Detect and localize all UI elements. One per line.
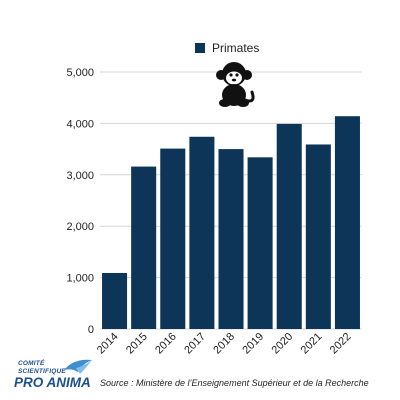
bar-2021	[305, 144, 331, 329]
x-tick-label: 2022	[328, 331, 354, 357]
x-axis-ticks: 2014 2015 2016 2017 2018 2019 2020 2021 2022	[95, 331, 354, 357]
legend-swatch	[195, 43, 205, 53]
x-tick-label: 2018	[211, 331, 237, 357]
x-tick-label: 2020	[270, 331, 296, 357]
x-tick-label: 2016	[153, 331, 179, 357]
y-axis-ticks: 0 1,000 2,000 3,000 4,000 5,000	[66, 67, 94, 336]
x-tick-label: 2015	[124, 331, 150, 357]
pro-anima-logo: COMITÉ SCIENTIFIQUE PRO ANIMA	[14, 356, 94, 394]
x-tick-label: 2019	[240, 331, 266, 357]
legend: Primates	[195, 41, 259, 55]
bar-2022	[334, 116, 360, 329]
x-tick-label: 2014	[95, 331, 121, 357]
y-tick-label: 0	[88, 324, 94, 336]
x-tick-label: 2021	[299, 331, 325, 357]
y-tick-label: 4,000	[66, 118, 94, 130]
x-tick-label: 2017	[182, 331, 208, 357]
logo-line1: COMITÉ	[18, 360, 45, 367]
bar-2014	[102, 272, 128, 329]
y-tick-label: 1,000	[66, 273, 94, 285]
bar-2017	[189, 136, 215, 329]
monkey-icon	[216, 62, 255, 107]
logo-line2: SCIENTIFIQUE	[18, 368, 66, 375]
bar-2016	[160, 148, 186, 329]
legend-label: Primates	[212, 41, 259, 55]
y-tick-label: 3,000	[66, 170, 94, 182]
source-note: Source : Ministère de l’Enseignement Sup…	[100, 378, 369, 388]
bar-2019	[247, 157, 273, 329]
y-tick-label: 5,000	[66, 67, 94, 79]
bar-2020	[276, 123, 302, 329]
bird-icon	[64, 359, 92, 374]
y-tick-label: 2,000	[66, 221, 94, 233]
bars	[102, 116, 360, 329]
bar-2018	[218, 149, 244, 329]
bar-2015	[131, 166, 157, 329]
logo-main: PRO ANIMA	[14, 375, 91, 390]
